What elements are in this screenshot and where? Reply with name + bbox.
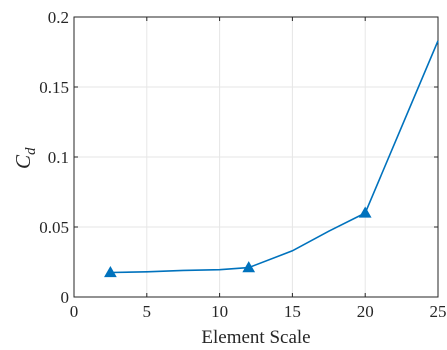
- triangle-marker: [104, 265, 117, 278]
- y-tick-label: 0.05: [39, 218, 69, 237]
- y-tick-label: 0: [61, 288, 70, 307]
- x-tick-label: 25: [430, 302, 447, 321]
- x-axis-label: Element Scale: [201, 327, 310, 348]
- y-tick-label: 0.2: [48, 8, 69, 27]
- x-tick-label: 10: [211, 302, 228, 321]
- x-axis-ticks: 0 5 10 15 20 25: [70, 17, 447, 321]
- x-tick-label: 15: [284, 302, 301, 321]
- grid: [74, 17, 438, 297]
- x-tick-label: 0: [70, 302, 79, 321]
- y-tick-label: 0.1: [48, 148, 69, 167]
- x-tick-label: 5: [143, 302, 152, 321]
- x-tick-label: 20: [357, 302, 374, 321]
- series-layer: [104, 40, 439, 278]
- y-tick-label: 0.15: [39, 78, 69, 97]
- y-axis-ticks: 0 0.05 0.1 0.15 0.2: [39, 8, 438, 307]
- y-axis-label: Cd: [11, 147, 39, 169]
- triangle-marker: [242, 261, 256, 273]
- y-axis-label-subscript: d: [23, 147, 39, 155]
- triangle-marker: [358, 206, 372, 218]
- y-axis-label-main: C: [11, 154, 35, 169]
